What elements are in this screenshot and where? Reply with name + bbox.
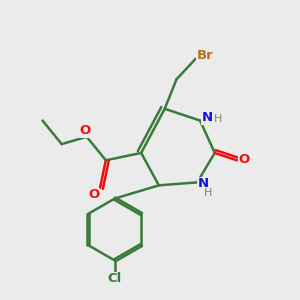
Text: O: O xyxy=(238,153,250,166)
Text: O: O xyxy=(80,124,91,137)
Text: N: N xyxy=(202,111,213,124)
Text: Cl: Cl xyxy=(107,272,122,286)
Text: Br: Br xyxy=(197,49,213,62)
Text: H: H xyxy=(214,114,223,124)
Text: H: H xyxy=(204,188,212,198)
Text: N: N xyxy=(197,177,208,190)
Text: O: O xyxy=(88,188,100,201)
